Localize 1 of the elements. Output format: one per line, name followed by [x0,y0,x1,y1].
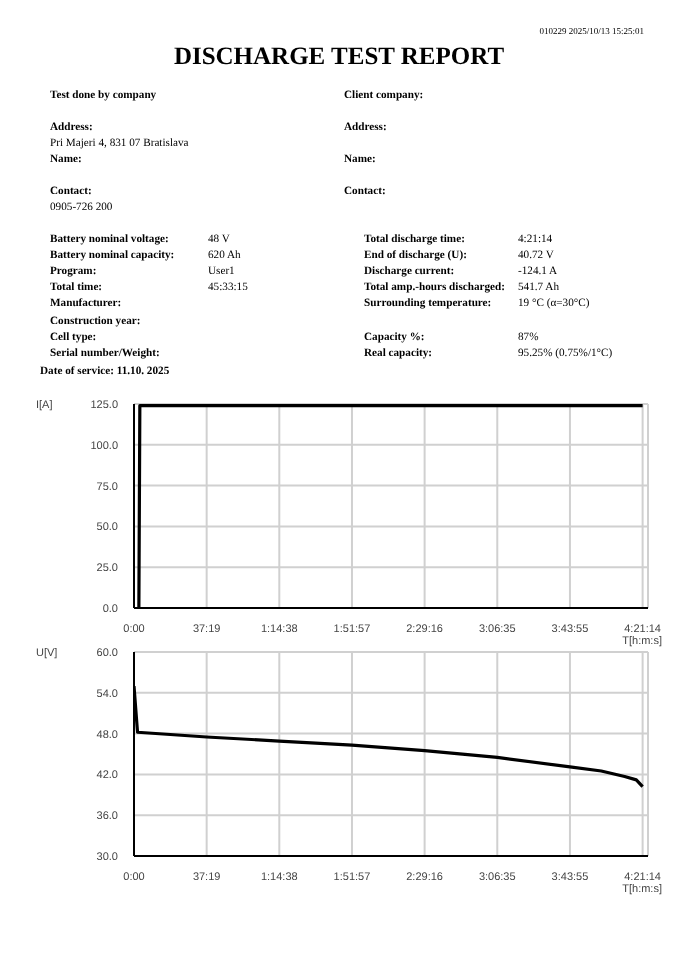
text: DISCHARGE TEST REPORT [171,42,507,72]
